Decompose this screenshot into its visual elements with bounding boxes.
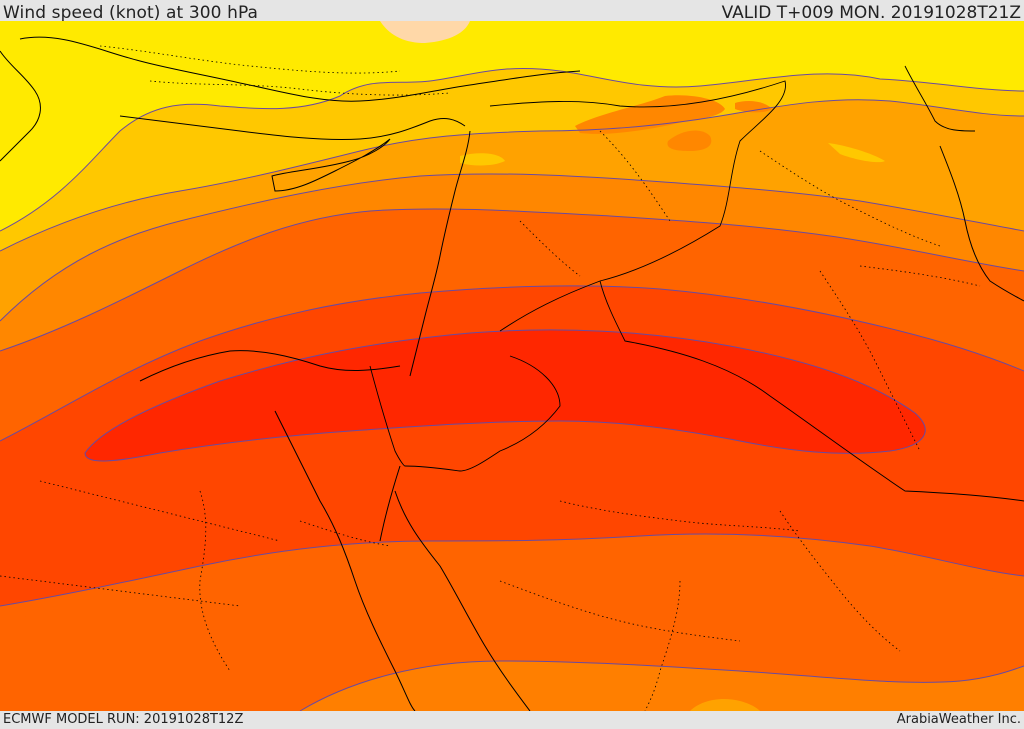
contour-line-7 [0, 533, 1024, 607]
wind-band-lightest-low [690, 699, 760, 711]
province-border-3 [599, 130, 671, 222]
contour-line-2 [0, 99, 1024, 252]
coastlines [0, 36, 1024, 711]
contour-line-3 [0, 173, 1024, 322]
province-border-2 [149, 80, 451, 96]
wind-patch-5 [460, 153, 505, 166]
province-border-13 [519, 220, 581, 277]
border-syria-iraq [489, 80, 786, 332]
coastline-turkey-south [119, 115, 466, 140]
wind-speed-map-svg [0, 21, 1024, 711]
valid-time: VALID T+009 MON. 20191028T21Z [721, 3, 1021, 23]
credit-label: ArabiaWeather Inc. [896, 712, 1021, 727]
wind-band-yellow [0, 21, 1024, 231]
wind-band-light-orange [0, 99, 1024, 321]
coastline-gulf-aqaba [379, 465, 401, 542]
country-borders [369, 65, 1024, 502]
header-bar: Wind speed (knot) at 300 hPa VALID T+009… [0, 0, 1024, 23]
contour-line-1 [0, 67, 1024, 232]
contour-line-5 [0, 285, 1024, 442]
province-border-14 [859, 265, 981, 287]
coastline-red-sea-west [274, 410, 416, 711]
wind-patch-4 [828, 143, 885, 163]
wind-patch-2 [667, 130, 712, 151]
border-egypt-libya [369, 365, 406, 467]
wind-patch-1 [575, 95, 725, 134]
footer-bar: ECMWF MODEL RUN: 20191028T12Z ArabiaWeat… [0, 711, 1024, 729]
wind-band-orange-low [0, 549, 1024, 711]
coastline-persian-gulf [939, 145, 1024, 302]
coastline-turkey-north [19, 36, 581, 102]
wind-patch-6 [258, 108, 290, 119]
coastline-aegean [0, 50, 41, 162]
province-border-6 [559, 500, 801, 532]
border-iraq-saudi [599, 280, 1024, 502]
coastline-egypt-north [139, 350, 401, 382]
coastline-levant [409, 130, 471, 377]
map-title: Wind speed (knot) at 300 hPa [3, 3, 259, 23]
contour-line-6 [84, 329, 926, 462]
province-border-11 [779, 510, 901, 652]
coastline-red-sea-east [394, 490, 531, 711]
province-border-12 [199, 490, 231, 672]
province-border-8 [0, 575, 241, 607]
border-turkey-iran [904, 65, 976, 132]
wind-band-orange [0, 173, 1024, 351]
province-borders [0, 45, 981, 711]
contour-lines [0, 67, 1024, 711]
wind-band-light-orange-low [300, 661, 1024, 711]
contour-line-8 [299, 660, 1024, 711]
province-border-5 [819, 270, 921, 452]
contour-line-4 [0, 208, 1024, 352]
province-border-9 [499, 580, 741, 642]
province-border-15 [299, 520, 391, 547]
wind-speed-map [0, 21, 1024, 711]
wind-band-peach [380, 21, 470, 43]
wind-band-yellow-orange [0, 68, 1024, 251]
wind-band-red-core [85, 329, 926, 461]
border-jordan-saudi [404, 355, 561, 472]
coastline-cyprus [271, 138, 391, 192]
model-run-label: ECMWF MODEL RUN: 20191028T12Z [3, 712, 244, 727]
wind-patch-3 [735, 101, 772, 113]
